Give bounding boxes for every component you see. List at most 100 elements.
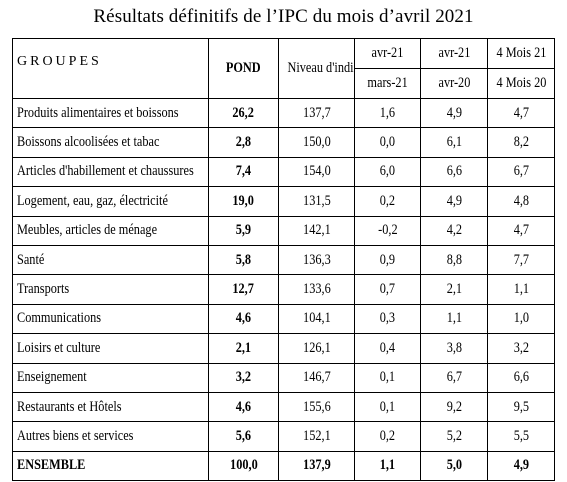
- cell-v3: 8,2: [487, 127, 555, 158]
- cell-v2: 2,1: [420, 274, 488, 305]
- ipc-table-body: GROUPES POND Niveau d'indice avr-21 avr-…: [12, 38, 555, 99]
- table-row: Transports 12,7 133,6 0,7 2,1 1,1: [12, 274, 555, 305]
- cell-v2: 6,7: [420, 362, 488, 393]
- cell-v3: 6,7: [487, 156, 555, 187]
- cell-pond: 12,7: [208, 274, 279, 305]
- cell-niveau: 150,0: [278, 127, 355, 158]
- cell-groupe: Restaurants et Hôtels: [12, 391, 209, 422]
- cell-pond: 3,2: [208, 362, 279, 393]
- header-groupes: GROUPES: [12, 38, 209, 99]
- total-v1: 1,1: [354, 450, 421, 482]
- table-row: Autres biens et services 5,6 152,1 0,2 5,2 5,…: [12, 421, 555, 452]
- cell-pond: 5,8: [208, 244, 279, 275]
- header-col2-bottom: avr-20: [420, 68, 488, 99]
- cell-pond: 7,4: [208, 156, 279, 187]
- cell-groupe: Meubles, articles de ménage: [12, 215, 209, 246]
- cell-groupe: Boissons alcoolisées et tabac: [12, 127, 209, 158]
- cell-v3: 3,2: [487, 333, 555, 364]
- cell-v2: 9,2: [420, 391, 488, 422]
- cell-niveau: 152,1: [278, 421, 355, 452]
- total-body: ENSEMBLE 100,0 137,9 1,1 5,0 4,9: [12, 450, 555, 482]
- header-row-bottom: mars-21 avr-20 4 Mois 20: [13, 68, 555, 99]
- cell-niveau: 104,1: [278, 303, 355, 334]
- cell-v3: 5,5: [487, 421, 555, 452]
- table-row: Communications 4,6 104,1 0,3 1,1 1,0: [12, 303, 555, 334]
- table-row: Restaurants et Hôtels 4,6 155,6 0,1 9,2 9,5: [12, 391, 555, 422]
- cell-niveau: 155,6: [278, 391, 355, 422]
- cell-v1: 0,2: [354, 421, 421, 452]
- cell-v2: 4,9: [420, 97, 488, 128]
- cell-v2: 1,1: [420, 303, 488, 334]
- data-rows: Produits alimentaires et boissons 26,2 137…: [12, 97, 555, 452]
- total-pond: 100,0: [208, 450, 279, 482]
- cell-v1: 0,2: [354, 186, 421, 217]
- cell-groupe: Articles d'habillement et chaussures: [12, 156, 209, 187]
- cell-v1: 0,0: [354, 127, 421, 158]
- cell-v3: 7,7: [487, 244, 555, 275]
- cell-v3: 4,8: [487, 186, 555, 217]
- cell-groupe: Communications: [12, 303, 209, 334]
- cell-pond: 26,2: [208, 97, 279, 128]
- total-row: ENSEMBLE 100,0 137,9 1,1 5,0 4,9: [12, 450, 555, 482]
- cell-v2: 6,1: [420, 127, 488, 158]
- document-title: Résultats définitifs de l’IPC du mois d’…: [93, 6, 474, 27]
- cell-pond: 2,1: [208, 333, 279, 364]
- cell-v2: 4,2: [420, 215, 488, 246]
- cell-groupe: Produits alimentaires et boissons: [12, 97, 209, 128]
- cell-v2: 8,8: [420, 244, 488, 275]
- cell-groupe: Loisirs et culture: [12, 333, 209, 364]
- total-groupe: ENSEMBLE: [12, 450, 209, 482]
- cell-niveau: 131,5: [278, 186, 355, 217]
- table-row: Meubles, articles de ménage 5,9 142,1 -0,2 4…: [12, 215, 555, 246]
- header-col1-bottom: mars-21: [354, 68, 421, 99]
- table-row: Loisirs et culture 2,1 126,1 0,4 3,8 3,2: [12, 333, 555, 364]
- cell-v3: 4,7: [487, 215, 555, 246]
- cell-pond: 4,6: [208, 303, 279, 334]
- header-pond: POND: [208, 38, 279, 99]
- table-row: Logement, eau, gaz, électricité 19,0 131,5…: [12, 186, 555, 217]
- cell-pond: 4,6: [208, 391, 279, 422]
- cell-groupe: Autres biens et services: [12, 421, 209, 452]
- cell-groupe: Enseignement: [12, 362, 209, 393]
- header-row-top: GROUPES POND Niveau d'indice avr-21 avr-…: [12, 38, 555, 99]
- cell-groupe: Logement, eau, gaz, électricité: [12, 186, 209, 217]
- table-row: Boissons alcoolisées et tabac 2,8 150,0 0,0…: [12, 127, 555, 158]
- cell-niveau: 133,6: [278, 274, 355, 305]
- cell-pond: 19,0: [208, 186, 279, 217]
- cell-v3: 6,6: [487, 362, 555, 393]
- header-niveau: Niveau d'indice: [278, 38, 355, 99]
- cell-v1: 0,9: [354, 244, 421, 275]
- table-row: Articles d'habillement et chaussures 7,4 1…: [12, 156, 555, 187]
- cell-v1: 0,1: [354, 391, 421, 422]
- table-row: Enseignement 3,2 146,7 0,1 6,7 6,6: [12, 362, 555, 393]
- cell-v2: 5,2: [420, 421, 488, 452]
- cell-v2: 4,9: [420, 186, 488, 217]
- cell-pond: 2,8: [208, 127, 279, 158]
- cell-v2: 6,6: [420, 156, 488, 187]
- cell-v1: 1,6: [354, 97, 421, 128]
- cell-niveau: 136,3: [278, 244, 355, 275]
- cell-niveau: 126,1: [278, 333, 355, 364]
- cell-v1: 6,0: [354, 156, 421, 187]
- cell-v1: 0,3: [354, 303, 421, 334]
- cell-pond: 5,9: [208, 215, 279, 246]
- cell-v1: 0,1: [354, 362, 421, 393]
- header-col3-top: 4 Mois 21: [487, 38, 555, 69]
- cell-v1: 0,4: [354, 333, 421, 364]
- cell-pond: 5,6: [208, 421, 279, 452]
- header-col3-bottom: 4 Mois 20: [487, 68, 555, 99]
- cell-niveau: 146,7: [278, 362, 355, 393]
- cell-v3: 1,1: [487, 274, 555, 305]
- cell-v3: 1,0: [487, 303, 555, 334]
- total-v3: 4,9: [487, 450, 555, 482]
- cell-v3: 4,7: [487, 97, 555, 128]
- total-niveau: 137,9: [278, 450, 355, 482]
- cell-niveau: 154,0: [278, 156, 355, 187]
- ipc-table: GROUPES POND Niveau d'indice avr-21 avr-…: [12, 38, 555, 482]
- header-col1-top: avr-21: [354, 38, 421, 69]
- cell-groupe: Transports: [12, 274, 209, 305]
- total-v2: 5,0: [420, 450, 488, 482]
- table-row: Produits alimentaires et boissons 26,2 137…: [12, 97, 555, 128]
- cell-v1: -0,2: [354, 215, 421, 246]
- cell-niveau: 137,7: [278, 97, 355, 128]
